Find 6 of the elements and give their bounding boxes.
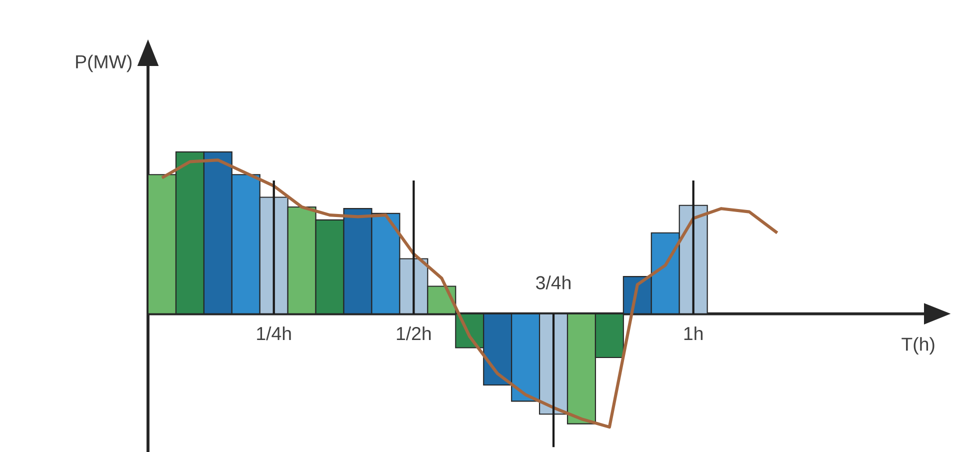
x-axis-title: T(h) xyxy=(902,337,934,355)
y-axis-title: P(MW) xyxy=(76,54,132,72)
x-tick-label: 1/2h xyxy=(396,326,431,340)
x-tick-label: 1/4h xyxy=(257,326,291,340)
x-tick-label: 3/4h xyxy=(536,276,570,290)
x-tick-label: 1h xyxy=(684,326,703,340)
